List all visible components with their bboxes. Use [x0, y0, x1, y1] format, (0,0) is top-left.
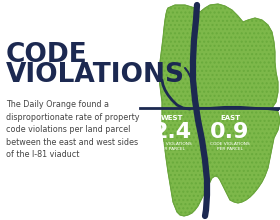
- Text: CODE: CODE: [6, 42, 88, 68]
- Text: 0.9: 0.9: [210, 122, 250, 142]
- Text: WEST: WEST: [161, 115, 183, 121]
- Text: CODE VIOLATIONS
PER PARCEL: CODE VIOLATIONS PER PARCEL: [210, 142, 250, 151]
- Polygon shape: [159, 4, 280, 216]
- Text: The Daily Orange found a
disproportionate rate of property
code violations per l: The Daily Orange found a disproportionat…: [6, 100, 139, 159]
- Text: VIOLATIONS: VIOLATIONS: [6, 62, 185, 88]
- Text: CODE VIOLATIONS
PER PARCEL: CODE VIOLATIONS PER PARCEL: [152, 142, 192, 151]
- Text: EAST: EAST: [220, 115, 240, 121]
- Text: 2.4: 2.4: [152, 122, 192, 142]
